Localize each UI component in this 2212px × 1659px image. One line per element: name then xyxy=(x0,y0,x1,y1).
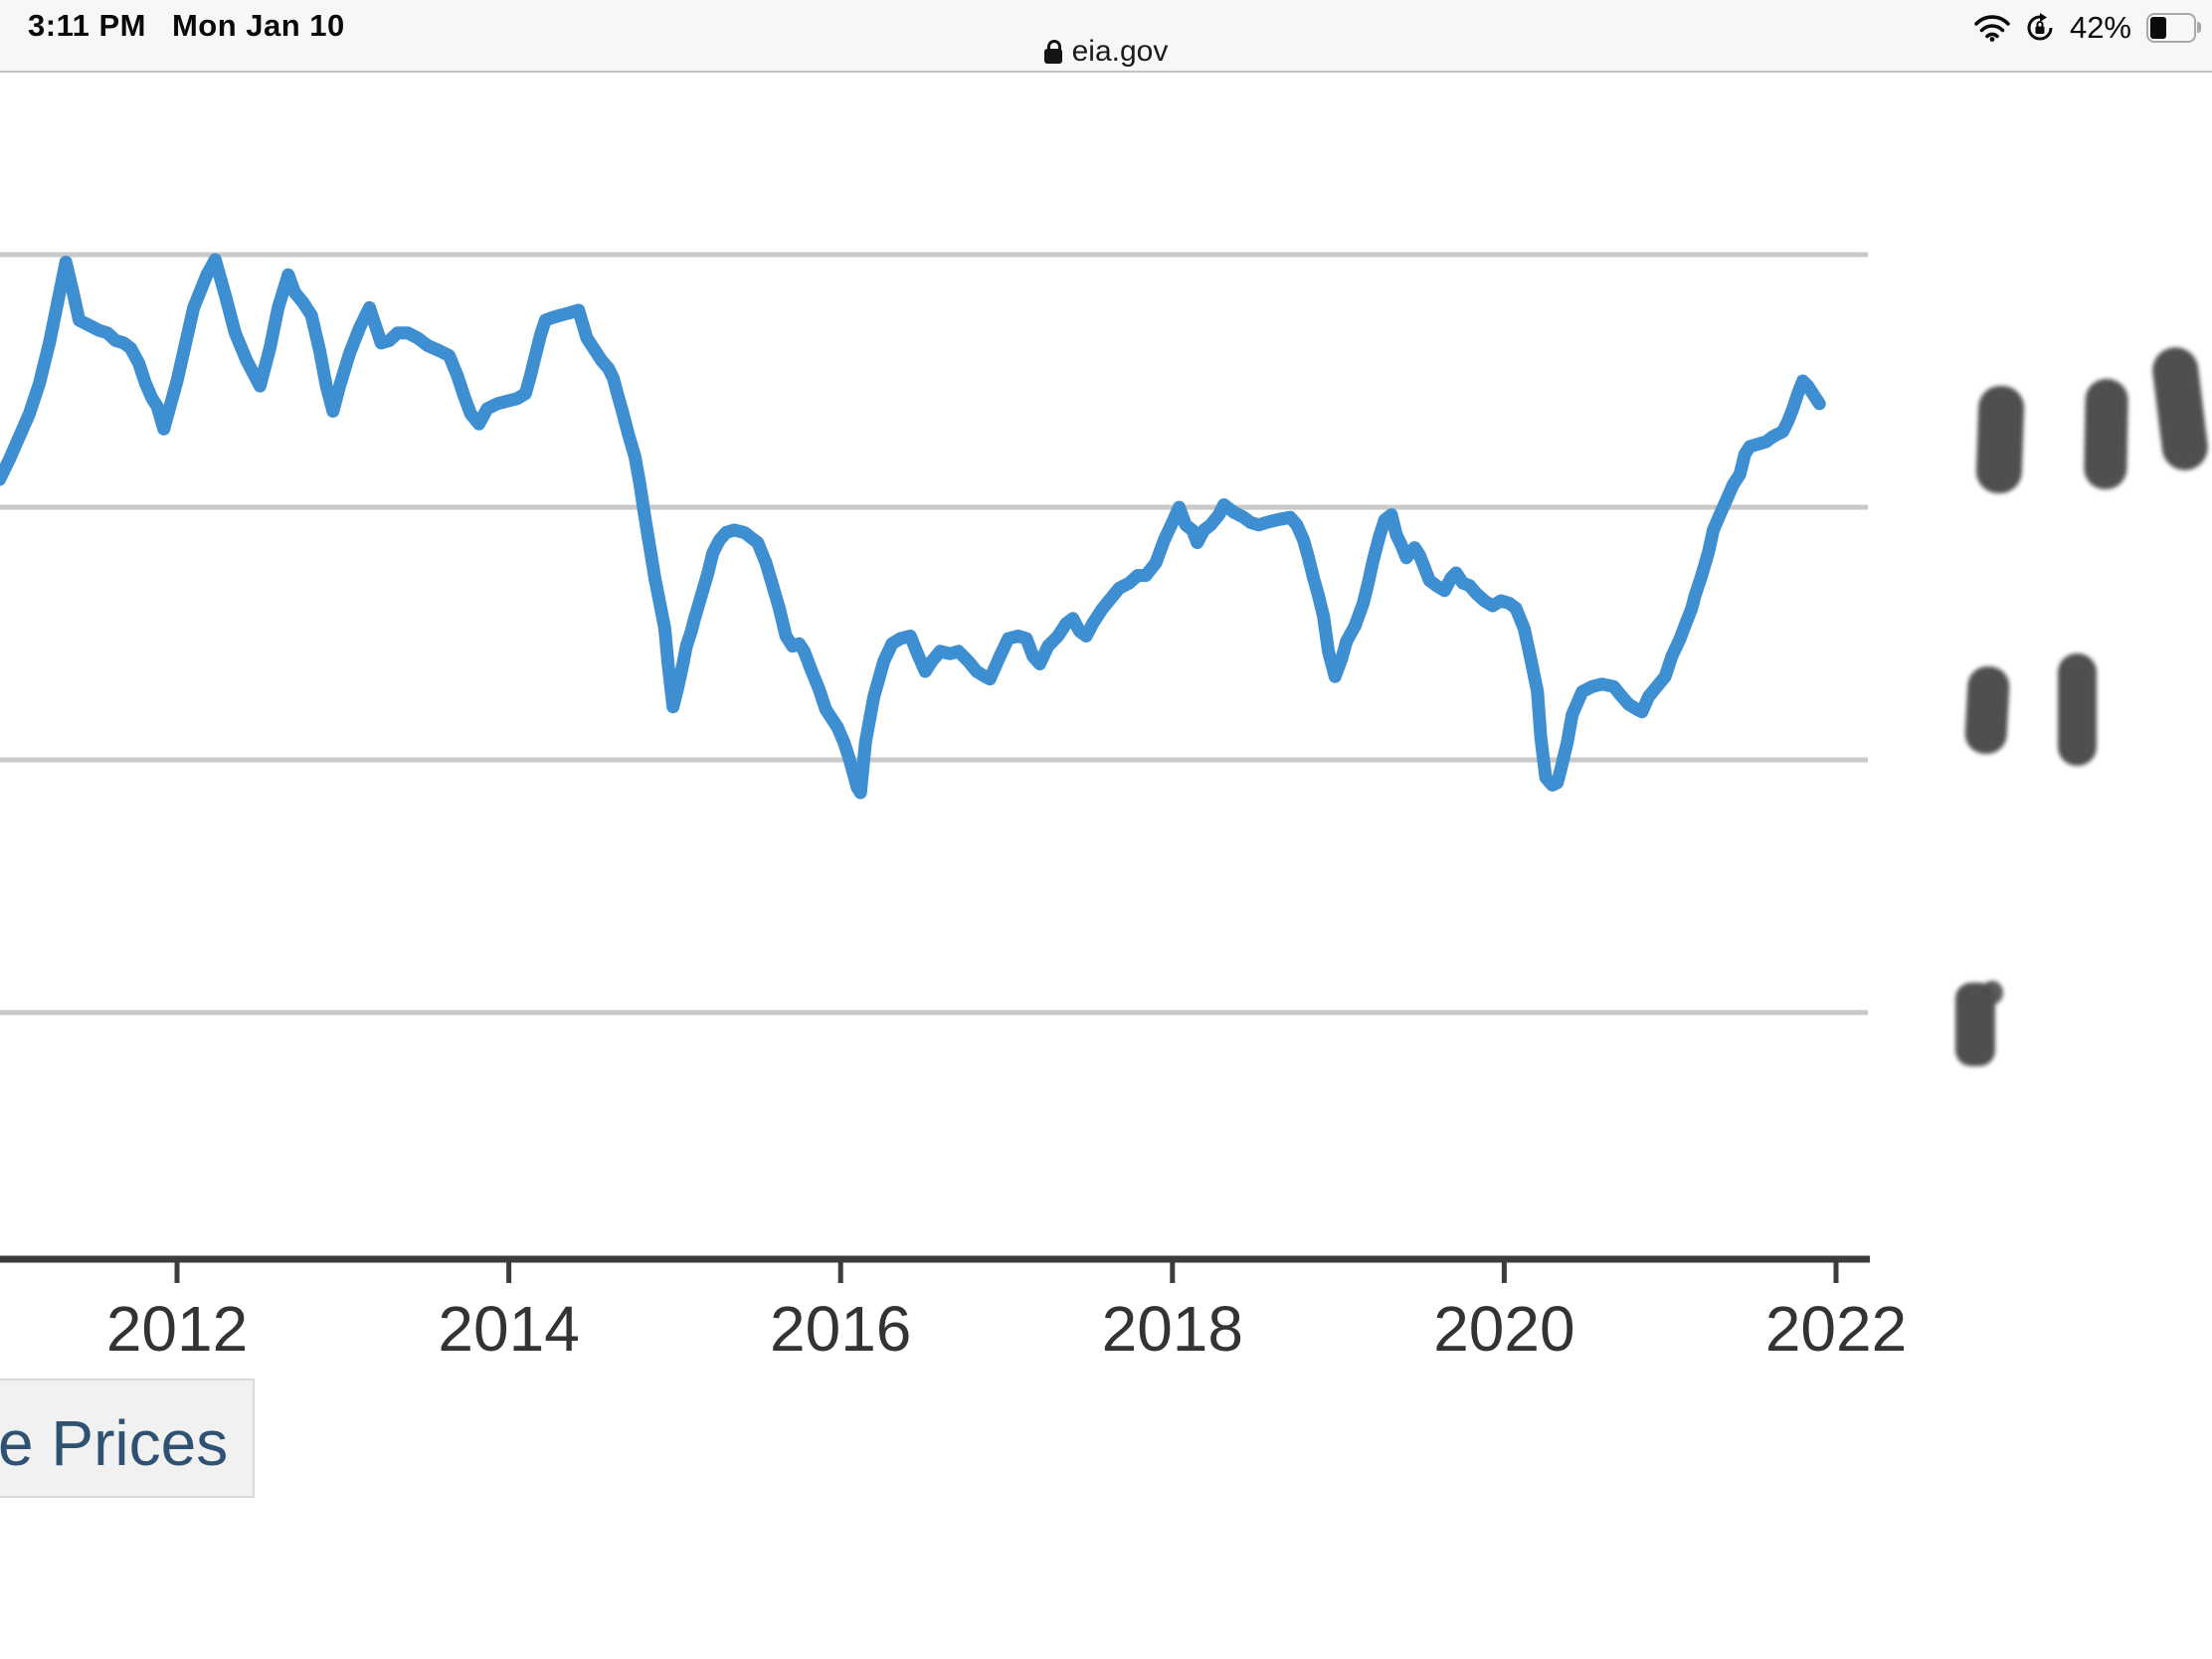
smudge-mark xyxy=(1955,981,2003,1066)
smudge-mark xyxy=(1963,664,2011,756)
address-bar[interactable]: eia.gov xyxy=(0,35,2212,68)
x-axis-label: 2016 xyxy=(770,1293,911,1365)
smudge-mark xyxy=(2084,378,2128,490)
prices-button-label: e Prices xyxy=(0,1407,229,1479)
status-indicators: 42% xyxy=(1974,10,2201,46)
lock-icon xyxy=(1043,39,1062,64)
smudge-mark xyxy=(2058,653,2097,766)
battery-percent: 42% xyxy=(2069,10,2131,45)
x-axis-label: 2014 xyxy=(438,1293,579,1365)
status-time: 3:11 PM xyxy=(28,8,146,43)
wifi-icon xyxy=(1974,14,2010,42)
battery-nub xyxy=(2197,22,2201,33)
battery-fill xyxy=(2150,17,2166,39)
x-axis-label: 2012 xyxy=(106,1293,248,1365)
url-domain: eia.gov xyxy=(1071,35,1169,68)
status-date: Mon Jan 10 xyxy=(171,8,345,43)
x-axis-label: 2020 xyxy=(1433,1293,1574,1365)
price-line xyxy=(0,253,1826,800)
safari-top-bar: 3:11 PM Mon Jan 10 42% eia.gov xyxy=(0,0,2212,73)
prices-button[interactable]: e Prices xyxy=(0,1379,255,1498)
status-time-date: 3:11 PM Mon Jan 10 xyxy=(28,8,345,44)
x-axis-label: 2018 xyxy=(1102,1293,1243,1365)
orientation-lock-icon xyxy=(2027,13,2053,41)
x-axis-label: 2022 xyxy=(1765,1293,1907,1365)
smudge-mark xyxy=(1981,981,2003,1005)
smudge-mark xyxy=(1975,385,2025,494)
battery-icon xyxy=(2146,13,2201,43)
